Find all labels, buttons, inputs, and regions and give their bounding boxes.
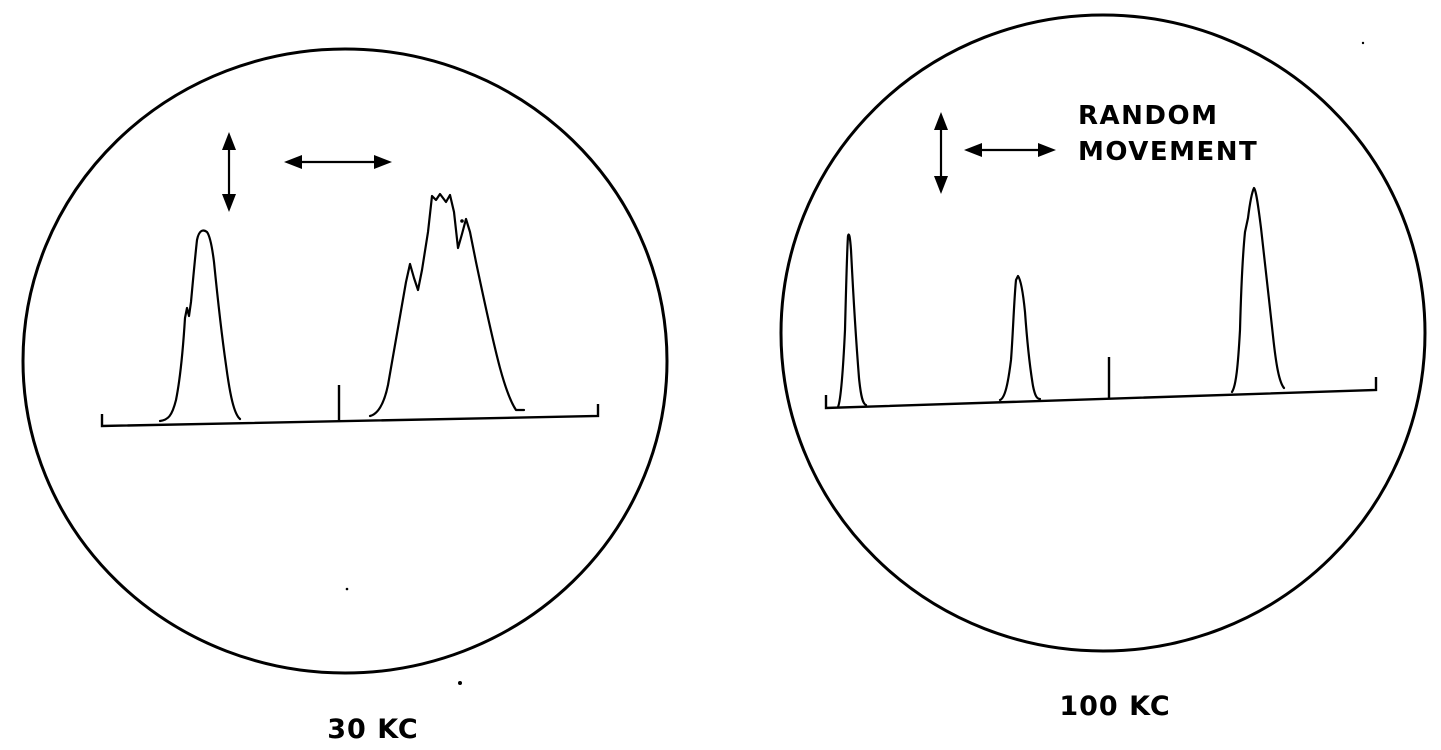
pulse-trace-right-2 <box>998 274 1042 402</box>
horizontal-jitter-arrow-icon-left <box>284 155 392 169</box>
pulse-trace-right-1 <box>836 233 868 409</box>
annotation-line-1: RANDOM <box>1078 101 1218 131</box>
pulse-trace-right-3 <box>1230 186 1286 394</box>
vertical-jitter-arrow-icon-left <box>222 132 236 212</box>
scope-screen-right <box>779 13 1427 653</box>
scan-specks <box>345 41 1365 685</box>
scope-caption-30kc: 30 KC <box>327 714 419 745</box>
vertical-jitter-arrow-icon-right <box>934 112 948 194</box>
pulse-trace-left-2 <box>368 192 526 418</box>
scope-caption-100kc: 100 KC <box>1059 691 1170 722</box>
pulse-trace-left-1 <box>158 229 242 423</box>
trace-baseline-right <box>824 377 1378 410</box>
scope-panel-100kc: RANDOM MOVEMENT <box>779 13 1427 653</box>
scope-screen-left <box>21 47 669 675</box>
annotation-line-2: MOVEMENT <box>1078 137 1258 167</box>
trace-baseline-left <box>100 404 600 428</box>
scope-panel-30kc <box>21 47 669 675</box>
horizontal-jitter-arrow-icon-right <box>964 143 1056 157</box>
